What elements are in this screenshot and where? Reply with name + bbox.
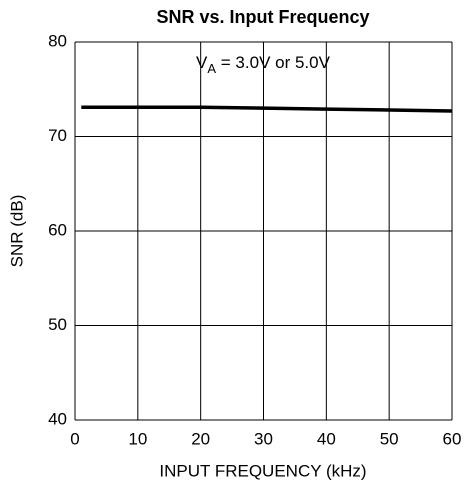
x-tick-label: 20 xyxy=(191,429,210,448)
annotation-text: V xyxy=(196,53,208,72)
annotation: VA = 3.0V or 5.0V xyxy=(196,53,331,76)
y-tick-label: 50 xyxy=(48,315,67,334)
x-tick-label: 60 xyxy=(443,429,462,448)
x-tick-label: 0 xyxy=(70,429,79,448)
y-tick-label: 70 xyxy=(48,126,67,145)
x-tick-label: 10 xyxy=(128,429,147,448)
x-tick-label: 30 xyxy=(254,429,273,448)
chart-title: SNR vs. Input Frequency xyxy=(156,7,369,27)
y-axis-label: SNR (dB) xyxy=(7,195,26,268)
y-tick-label: 60 xyxy=(48,220,67,239)
y-tick-label: 80 xyxy=(48,31,67,50)
annotation-subscript: A xyxy=(207,61,216,76)
data-line xyxy=(81,105,453,113)
annotation-text: = 3.0V or 5.0V xyxy=(216,53,331,72)
x-tick-label: 50 xyxy=(380,429,399,448)
x-tick-label: 40 xyxy=(317,429,336,448)
y-tick-label: 40 xyxy=(48,409,67,428)
x-axis-label: INPUT FREQUENCY (kHz) xyxy=(159,461,366,480)
